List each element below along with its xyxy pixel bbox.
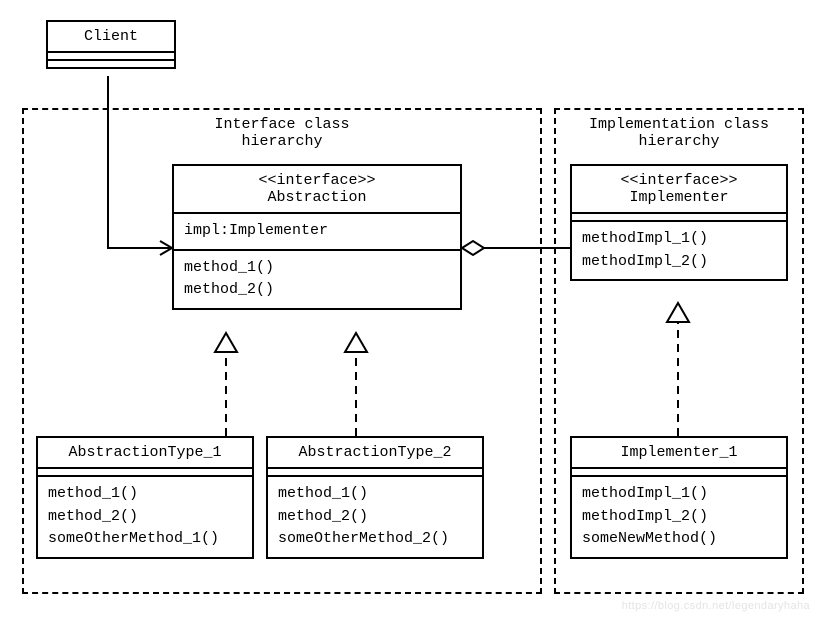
implementer-attrs [572,212,786,220]
implementer-name: Implementer [629,189,728,206]
abstype1-attrs [38,467,252,475]
class-client: Client [46,20,176,69]
class-abstraction-type-2: AbstractionType_2 method_1() method_2() … [266,436,484,559]
abstraction-methods: method_1() method_2() [174,249,460,308]
client-attrs [48,51,174,59]
package-interface-label-line2: hierarchy [241,133,322,150]
package-impl-label-line1: Implementation class [589,116,769,133]
abstype1-methods: method_1() method_2() someOtherMethod_1(… [38,475,252,557]
abstraction-attrs: impl:Implementer [174,212,460,249]
abstype1-name: AbstractionType_1 [38,438,252,467]
watermark: https://blog.csdn.net/legendaryhaha [622,600,810,612]
abstraction-method-1: method_1() [184,259,274,276]
impl1-method-3: someNewMethod() [582,530,717,547]
implementer-method-1: methodImpl_1() [582,230,708,247]
abstype2-method-2: method_2() [278,508,368,525]
class-implementer: <<interface>> Implementer methodImpl_1()… [570,164,788,281]
abstype2-name: AbstractionType_2 [268,438,482,467]
implementer-method-2: methodImpl_2() [582,253,708,270]
implementer-stereotype: <<interface>> [620,172,737,189]
abstraction-attr-impl: impl:Implementer [184,222,328,239]
implementer-methods: methodImpl_1() methodImpl_2() [572,220,786,279]
abstype2-method-3: someOtherMethod_2() [278,530,449,547]
class-abstraction: <<interface>> Abstraction impl:Implement… [172,164,462,310]
abstraction-method-2: method_2() [184,281,274,298]
abstype1-method-2: method_2() [48,508,138,525]
abstype2-attrs [268,467,482,475]
impl1-name: Implementer_1 [572,438,786,467]
package-interface-label-line1: Interface class [214,116,349,133]
abstype1-method-1: method_1() [48,485,138,502]
impl1-method-1: methodImpl_1() [582,485,708,502]
abstraction-name: Abstraction [267,189,366,206]
class-implementer-1: Implementer_1 methodImpl_1() methodImpl_… [570,436,788,559]
abstype2-method-1: method_1() [278,485,368,502]
abstraction-stereotype: <<interface>> [258,172,375,189]
package-interface-label: Interface class hierarchy [24,116,540,150]
client-methods [48,59,174,67]
client-name: Client [48,22,174,51]
abstraction-header: <<interface>> Abstraction [174,166,460,212]
implementer-header: <<interface>> Implementer [572,166,786,212]
impl1-attrs [572,467,786,475]
impl1-method-2: methodImpl_2() [582,508,708,525]
class-abstraction-type-1: AbstractionType_1 method_1() method_2() … [36,436,254,559]
package-impl-label-line2: hierarchy [638,133,719,150]
impl1-methods: methodImpl_1() methodImpl_2() someNewMet… [572,475,786,557]
abstype2-methods: method_1() method_2() someOtherMethod_2(… [268,475,482,557]
package-impl-label: Implementation class hierarchy [556,116,802,150]
abstype1-method-3: someOtherMethod_1() [48,530,219,547]
